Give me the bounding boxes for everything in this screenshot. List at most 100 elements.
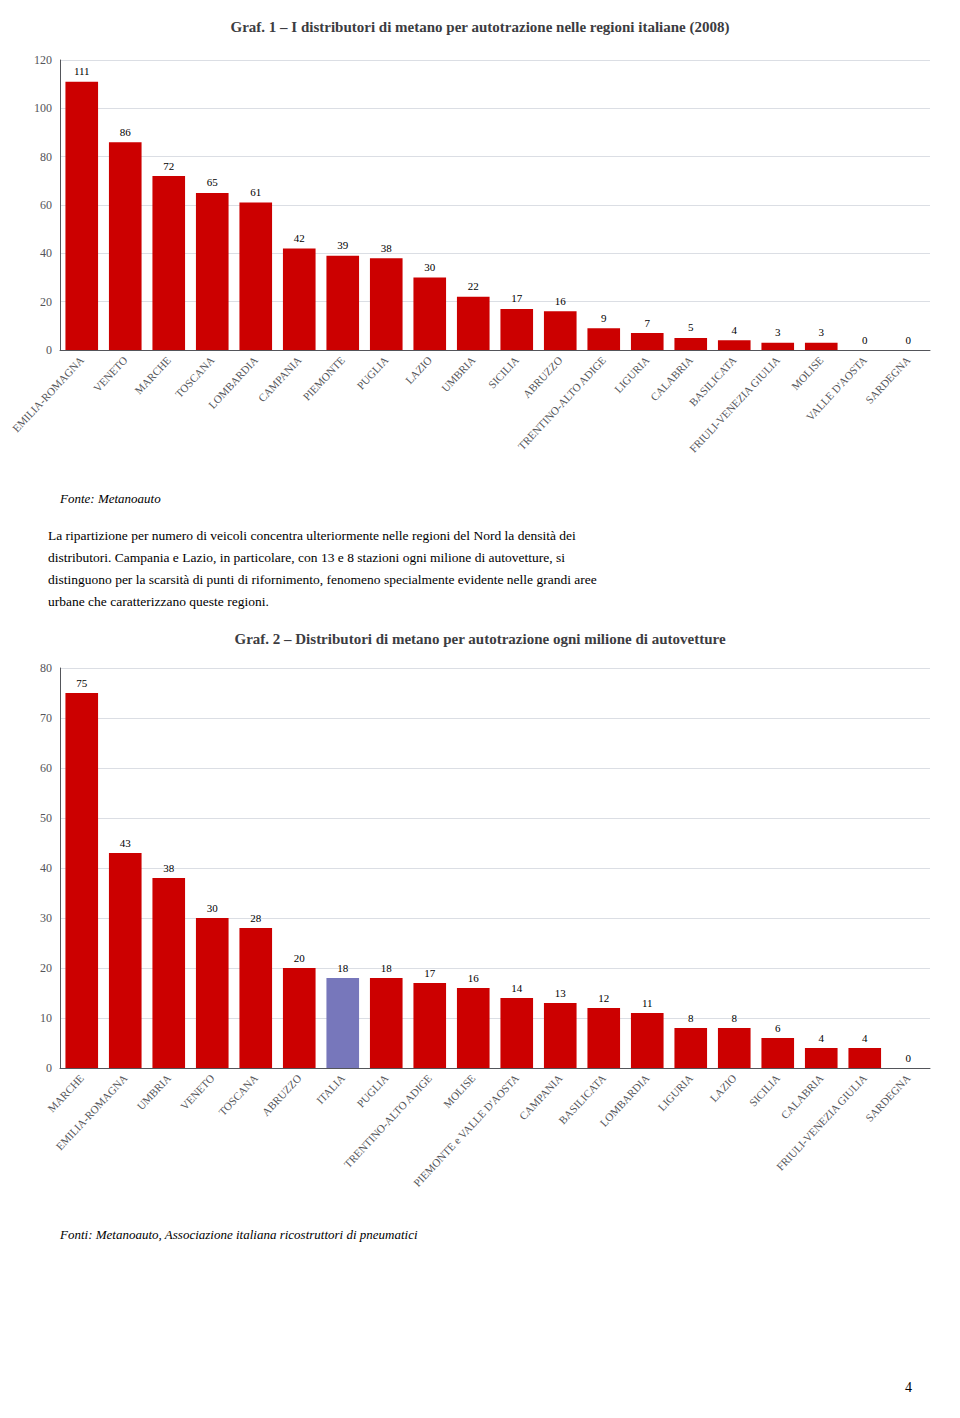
svg-text:38: 38 (163, 862, 175, 874)
svg-text:Graf. 2 – Distributori di meta: Graf. 2 – Distributori di metano per aut… (234, 631, 725, 647)
svg-text:ITALIA: ITALIA (314, 1072, 347, 1106)
svg-text:VENETO: VENETO (91, 354, 130, 394)
svg-text:EMILIA-ROMAGNA: EMILIA-ROMAGNA (10, 354, 86, 435)
svg-text:4: 4 (862, 1032, 868, 1044)
svg-text:72: 72 (163, 160, 174, 172)
svg-text:43: 43 (120, 837, 132, 849)
svg-text:TRENTINO-ALTO ADIGE: TRENTINO-ALTO ADIGE (515, 354, 608, 452)
svg-text:LOMBARDIA: LOMBARDIA (597, 1072, 651, 1129)
svg-text:SICILIA: SICILIA (747, 1072, 782, 1109)
svg-text:4: 4 (905, 1380, 912, 1395)
svg-text:86: 86 (120, 126, 132, 138)
svg-text:61: 61 (250, 186, 261, 198)
svg-text:SARDEGNA: SARDEGNA (863, 354, 913, 406)
svg-text:60: 60 (40, 761, 52, 775)
svg-text:UMBRIA: UMBRIA (134, 1072, 173, 1112)
svg-text:10: 10 (40, 1011, 52, 1025)
svg-text:20: 20 (40, 961, 52, 975)
svg-text:CALABRIA: CALABRIA (779, 1072, 826, 1121)
svg-text:PIEMONTE e VALLE D'AOSTA: PIEMONTE e VALLE D'AOSTA (411, 1072, 521, 1189)
svg-text:16: 16 (555, 295, 567, 307)
svg-text:TOSCANA: TOSCANA (216, 1072, 260, 1118)
svg-text:28: 28 (250, 912, 262, 924)
svg-text:16: 16 (468, 972, 480, 984)
svg-text:TRENTINO-ALTO ADIGE: TRENTINO-ALTO ADIGE (341, 1072, 434, 1170)
svg-text:8: 8 (688, 1012, 694, 1024)
svg-text:50: 50 (40, 811, 52, 825)
svg-text:17: 17 (424, 967, 436, 979)
svg-text:4: 4 (819, 1032, 825, 1044)
svg-text:distinguono per la scarsità di: distinguono per la scarsità di punti di … (48, 572, 597, 587)
svg-text:MARCHE: MARCHE (132, 354, 173, 397)
svg-text:LIGURIA: LIGURIA (612, 354, 652, 395)
svg-text:40: 40 (40, 246, 52, 260)
svg-text:65: 65 (207, 176, 219, 188)
svg-text:8: 8 (732, 1012, 738, 1024)
svg-text:0: 0 (906, 334, 912, 346)
svg-text:CAMPANIA: CAMPANIA (256, 354, 304, 404)
svg-text:0: 0 (46, 1061, 52, 1075)
svg-text:18: 18 (381, 962, 393, 974)
svg-text:60: 60 (40, 198, 52, 212)
svg-text:UMBRIA: UMBRIA (439, 354, 478, 394)
svg-text:SARDEGNA: SARDEGNA (863, 1072, 913, 1124)
svg-text:CAMPANIA: CAMPANIA (517, 1072, 565, 1122)
svg-text:urbane che caratterizzano ques: urbane che caratterizzano queste regioni… (48, 594, 269, 609)
svg-text:0: 0 (906, 1052, 912, 1064)
svg-text:PIEMONTE: PIEMONTE (300, 354, 347, 403)
svg-text:Fonti: Metanoauto, Associazion: Fonti: Metanoauto, Associazione italiana… (59, 1227, 418, 1242)
svg-text:20: 20 (40, 295, 52, 309)
svg-text:38: 38 (381, 242, 393, 254)
svg-text:distributori. Campania e Lazio: distributori. Campania e Lazio, in parti… (48, 550, 565, 565)
svg-text:100: 100 (34, 101, 52, 115)
svg-text:11: 11 (642, 997, 653, 1009)
svg-text:MARCHE: MARCHE (45, 1072, 86, 1115)
svg-text:FRIULI-VENEZIA GIULIA: FRIULI-VENEZIA GIULIA (774, 1072, 869, 1173)
svg-text:30: 30 (40, 911, 52, 925)
svg-text:40: 40 (40, 861, 52, 875)
svg-text:La ripartizione per numero di: La ripartizione per numero di veicoli co… (48, 528, 576, 543)
svg-text:14: 14 (511, 982, 523, 994)
svg-text:30: 30 (424, 261, 436, 273)
svg-text:TOSCANA: TOSCANA (173, 354, 217, 400)
svg-text:CALABRIA: CALABRIA (648, 354, 695, 403)
svg-text:3: 3 (819, 326, 825, 338)
svg-text:20: 20 (294, 952, 306, 964)
svg-text:MOLISE: MOLISE (789, 354, 826, 392)
svg-text:30: 30 (207, 902, 219, 914)
svg-text:42: 42 (294, 232, 305, 244)
svg-text:ABRUZZO: ABRUZZO (259, 1072, 303, 1118)
svg-text:18: 18 (337, 962, 349, 974)
svg-text:70: 70 (40, 711, 52, 725)
svg-text:0: 0 (862, 334, 868, 346)
svg-text:3: 3 (775, 326, 781, 338)
svg-text:120: 120 (34, 53, 52, 67)
svg-text:0: 0 (46, 343, 52, 357)
svg-text:22: 22 (468, 280, 479, 292)
svg-text:80: 80 (40, 150, 52, 164)
svg-text:75: 75 (76, 677, 88, 689)
svg-text:80: 80 (40, 661, 52, 675)
svg-text:EMILIA-ROMAGNA: EMILIA-ROMAGNA (53, 1072, 129, 1153)
svg-text:4: 4 (732, 324, 738, 336)
svg-text:VALLE D'AOSTA: VALLE D'AOSTA (804, 354, 869, 423)
svg-text:SICILIA: SICILIA (486, 354, 521, 391)
svg-text:9: 9 (601, 312, 607, 324)
svg-text:Graf. 1 – I distributori di me: Graf. 1 – I distributori di metano per a… (231, 19, 730, 36)
svg-text:13: 13 (555, 987, 567, 999)
svg-text:PUGLIA: PUGLIA (354, 1072, 390, 1110)
svg-text:FRIULI-VENEZIA GIULIA: FRIULI-VENEZIA GIULIA (687, 354, 782, 455)
svg-text:Fonte: Metanoauto: Fonte: Metanoauto (59, 491, 161, 506)
svg-text:5: 5 (688, 321, 694, 333)
svg-text:LAZIO: LAZIO (403, 354, 434, 386)
svg-text:ABRUZZO: ABRUZZO (520, 354, 564, 400)
svg-text:17: 17 (511, 292, 523, 304)
svg-text:111: 111 (74, 65, 90, 77)
svg-text:PUGLIA: PUGLIA (354, 354, 390, 392)
svg-text:LOMBARDIA: LOMBARDIA (206, 354, 260, 411)
svg-text:VENETO: VENETO (178, 1072, 217, 1112)
svg-text:6: 6 (775, 1022, 781, 1034)
svg-text:12: 12 (598, 992, 609, 1004)
svg-text:7: 7 (645, 317, 651, 329)
svg-text:39: 39 (337, 239, 349, 251)
